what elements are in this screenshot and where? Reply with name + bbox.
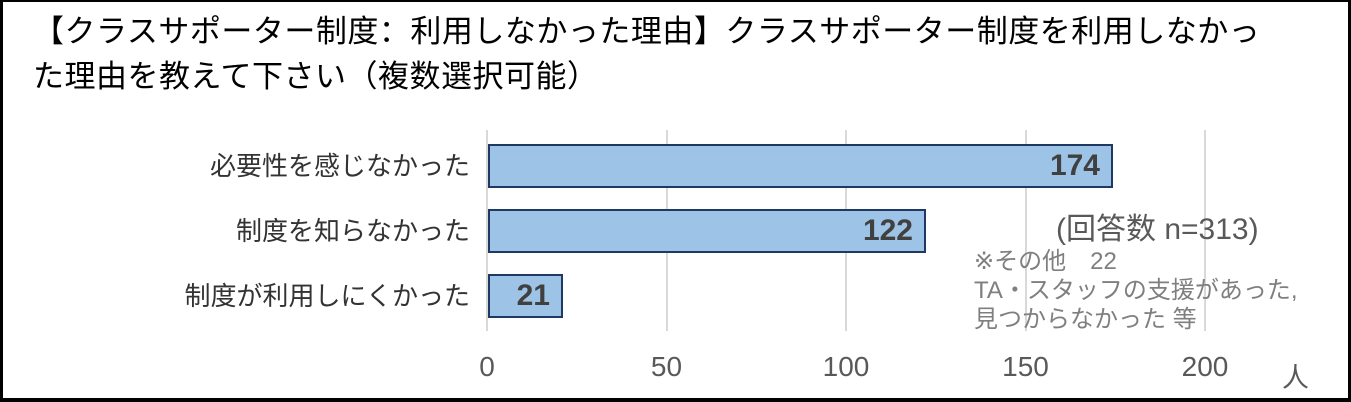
gridline-x-150 bbox=[1024, 130, 1027, 331]
category-label: 制度を知らなかった bbox=[235, 216, 470, 246]
bar: 122 bbox=[488, 209, 926, 253]
bar-value-label: 21 bbox=[516, 279, 550, 312]
gridline-x-0 bbox=[486, 130, 488, 331]
bar-value-label: 174 bbox=[1049, 149, 1100, 182]
bar: 174 bbox=[488, 144, 1113, 188]
x-axis-unit-label: 人 bbox=[1282, 363, 1309, 393]
gridline-x-200 bbox=[1204, 130, 1206, 331]
other-answers-note: ※その他 22 TA・スタッフの支援があった, 見つからなかった 等 bbox=[974, 247, 1298, 334]
other-note-line-1: ※その他 22 bbox=[974, 248, 1117, 275]
x-tick-label: 100 bbox=[822, 351, 870, 382]
other-note-line-3: 見つからなかった 等 bbox=[974, 306, 1197, 333]
x-tick-label: 200 bbox=[1181, 351, 1229, 382]
chart-title-line-2: た理由を教えて下さい（複数選択可能） bbox=[33, 59, 599, 94]
x-tick-label: 0 bbox=[479, 351, 495, 382]
chart-title: 【クラスサポーター制度：利用しなかった理由】クラスサポーター制度を利用しなかっ … bbox=[33, 9, 1323, 99]
category-label: 制度が利用しにくかった bbox=[184, 281, 470, 311]
x-tick-label: 150 bbox=[1002, 351, 1049, 382]
chart-title-line-1: 【クラスサポーター制度：利用しなかった理由】クラスサポーター制度を利用しなかっ bbox=[33, 14, 1261, 49]
other-note-line-2: TA・スタッフの支援があった, bbox=[974, 277, 1298, 304]
x-tick-label: 50 bbox=[650, 351, 683, 382]
response-count-note: (回答数 n=313) bbox=[1056, 213, 1259, 246]
bar: 21 bbox=[488, 274, 563, 318]
category-label: 必要性を感じなかった bbox=[209, 151, 470, 181]
bar-value-label: 122 bbox=[862, 214, 913, 247]
